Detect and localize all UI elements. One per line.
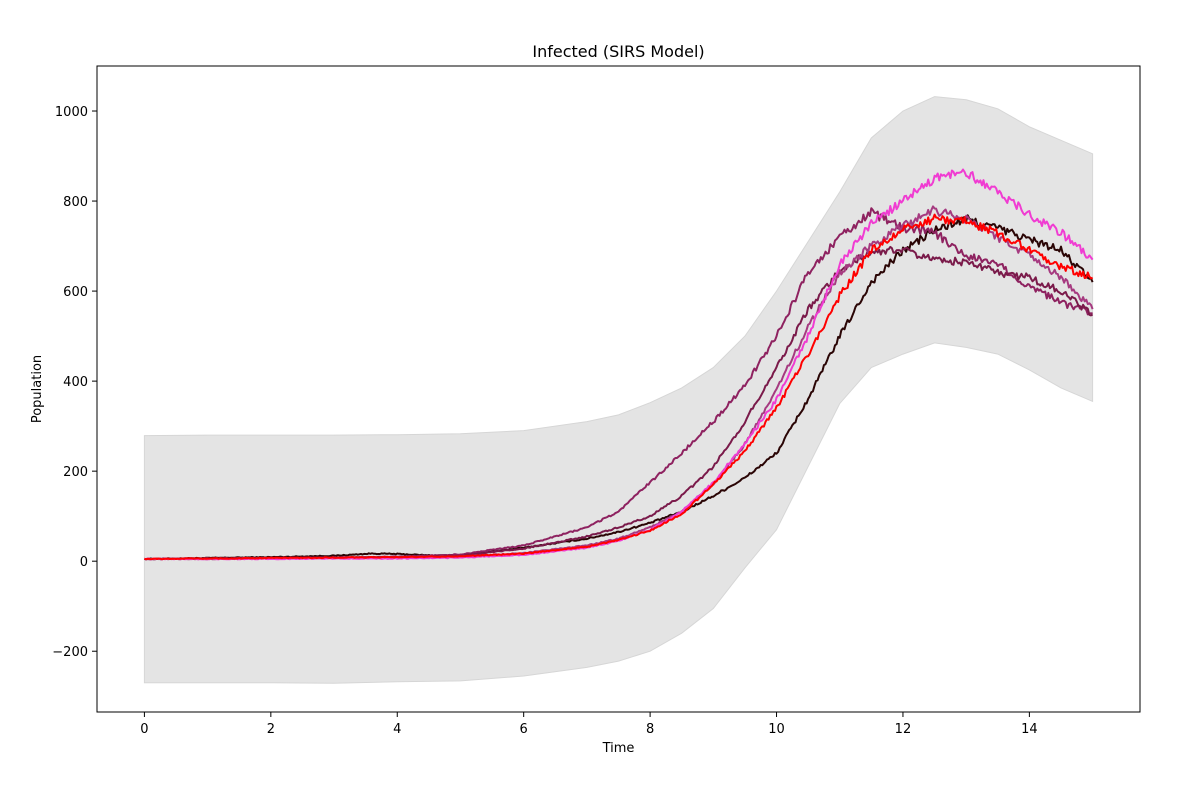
y-tick-label: −200 <box>52 645 88 660</box>
x-tick-label: 8 <box>646 722 654 737</box>
y-tick-label: 400 <box>63 375 88 390</box>
y-tick-label: 600 <box>63 285 88 300</box>
x-tick-label: 14 <box>1021 722 1038 737</box>
y-axis-label: Population <box>30 355 45 423</box>
x-tick-label: 10 <box>768 722 785 737</box>
x-tick-label: 4 <box>393 722 401 737</box>
x-axis-label: Time <box>602 741 635 756</box>
x-axis-ticks: 0 2 4 6 8 10 12 14 <box>140 712 1038 737</box>
y-tick-label: 800 <box>63 195 88 210</box>
confidence-band-layer <box>143 96 1094 684</box>
x-tick-label: 0 <box>140 722 148 737</box>
y-tick-label: 0 <box>80 555 88 570</box>
y-tick-label: 200 <box>63 465 88 480</box>
series-line-6 <box>144 213 1094 561</box>
y-axis-ticks: −200 0 200 400 600 800 1000 <box>52 105 97 660</box>
y-tick-label: 1000 <box>55 105 88 120</box>
x-tick-label: 12 <box>895 722 912 737</box>
x-tick-label: 2 <box>267 722 275 737</box>
series-layer <box>144 168 1094 561</box>
x-tick-label: 6 <box>520 722 528 737</box>
chart-title: Infected (SIRS Model) <box>532 42 704 61</box>
confidence-band <box>143 96 1094 684</box>
plot-frame <box>96 65 1141 713</box>
